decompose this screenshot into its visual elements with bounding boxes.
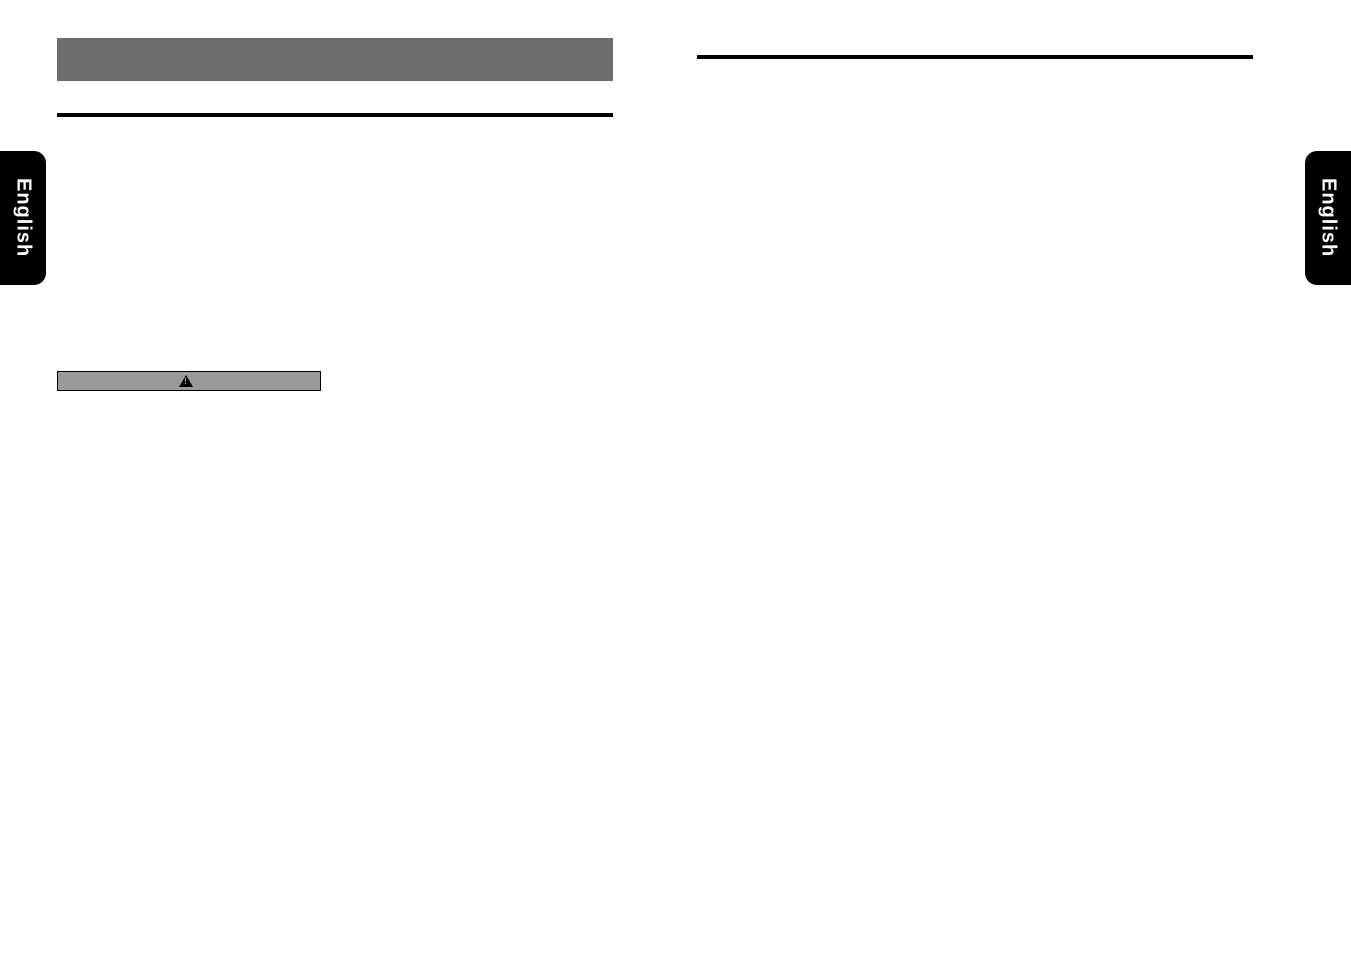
warning-triangle-icon xyxy=(179,375,193,387)
language-tab-label: English xyxy=(1317,178,1340,257)
language-tab-label: English xyxy=(12,178,35,257)
language-tab-right: English xyxy=(1305,151,1351,285)
language-tab-left: English xyxy=(0,151,46,285)
page-left xyxy=(57,38,613,918)
page-right xyxy=(697,38,1253,918)
subheading-right-1 xyxy=(697,51,1253,59)
subheading-left-1 xyxy=(57,109,613,117)
spacer xyxy=(57,131,613,351)
warning-label xyxy=(57,371,321,391)
section-header-bar xyxy=(57,38,613,81)
